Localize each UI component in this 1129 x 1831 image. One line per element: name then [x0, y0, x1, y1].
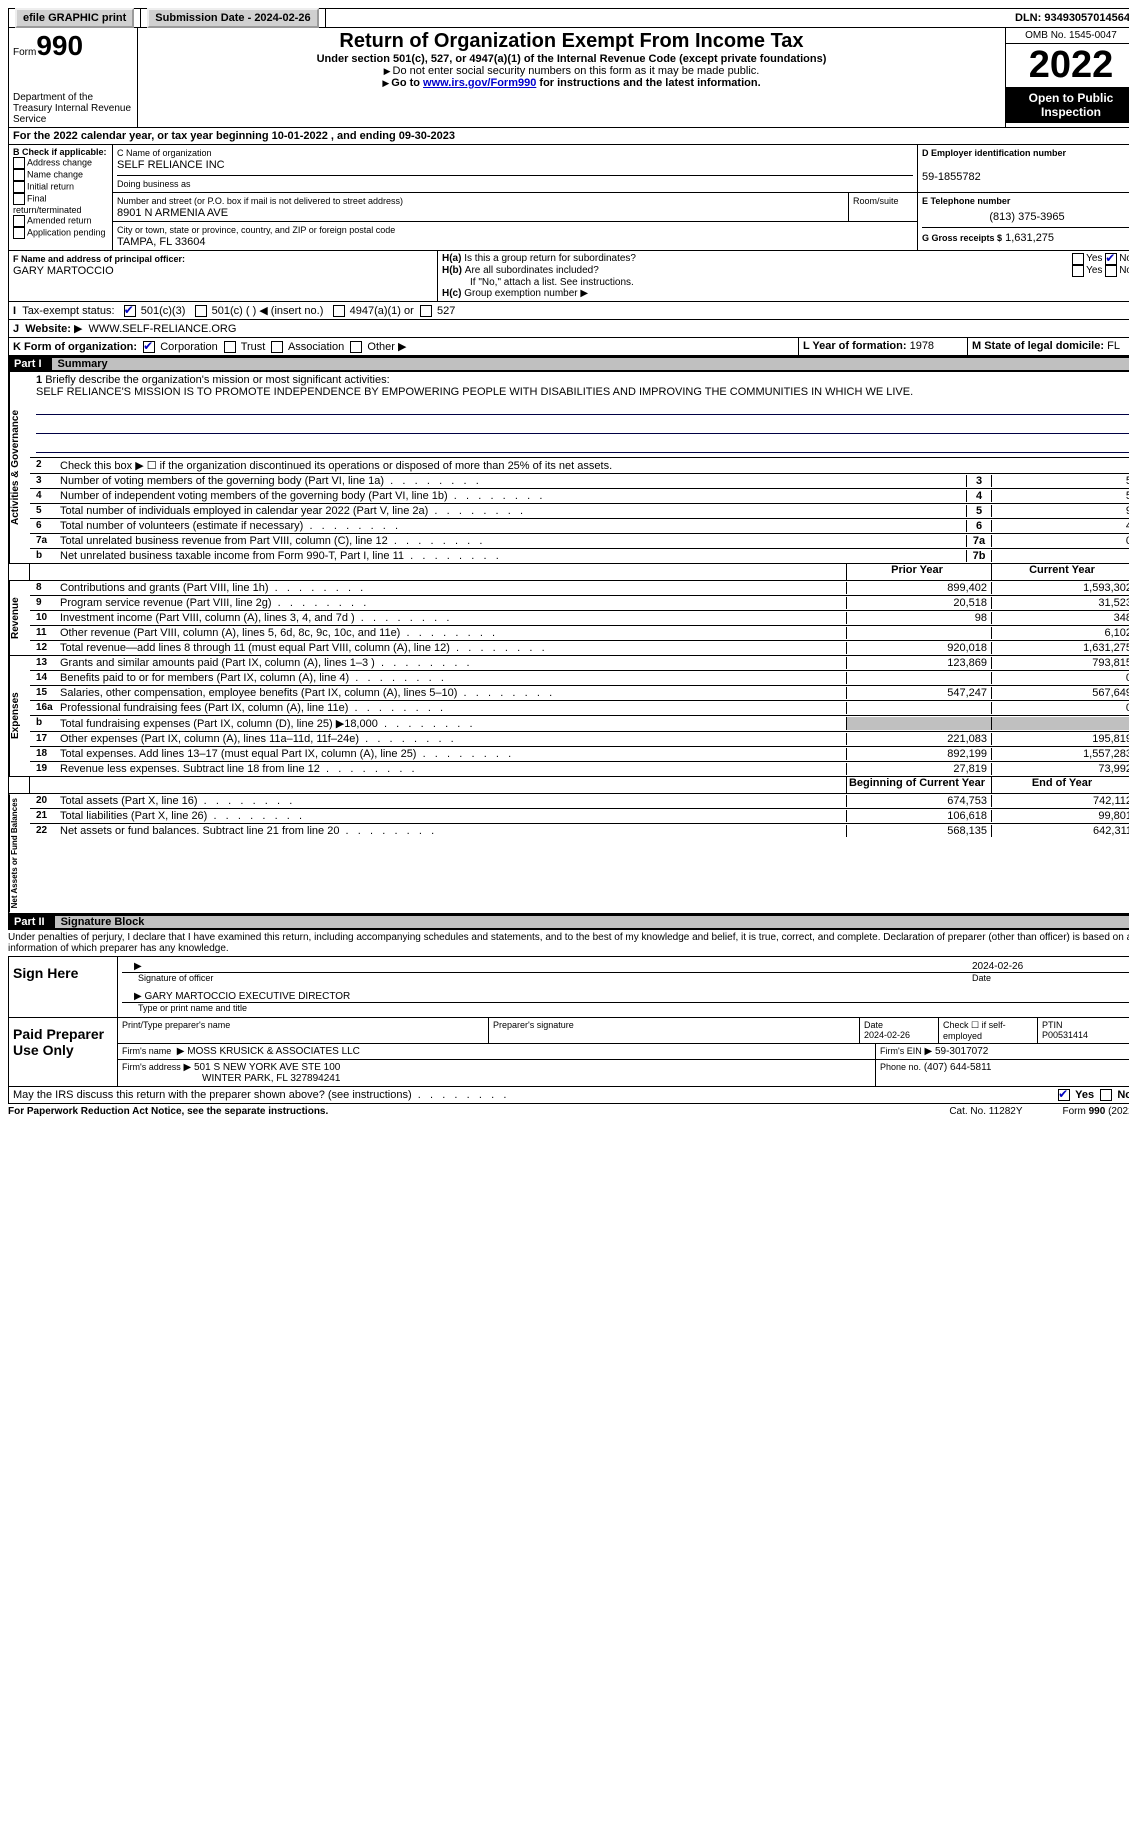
dept-label: Department of the Treasury Internal Reve… — [13, 92, 133, 125]
line2: Check this box ▶ ☐ if the organization d… — [60, 459, 1129, 472]
firm-ein: 59-3017072 — [935, 1046, 988, 1057]
col-prior-year: Prior Year — [846, 564, 991, 580]
prep-date: 2024-02-26 — [864, 1030, 910, 1040]
prep-sig-label: Preparer's signature — [489, 1018, 860, 1043]
street-label: Number and street (or P.O. box if mail i… — [117, 196, 403, 206]
note-ssn: Do not enter social security numbers on … — [142, 65, 1001, 77]
period-row: For the 2022 calendar year, or tax year … — [8, 128, 1129, 145]
f-officer-label: F Name and address of principal officer: — [13, 254, 185, 264]
vlabel-netassets: Net Assets or Fund Balances — [9, 794, 30, 912]
firm-addr1: 501 S NEW YORK AVE STE 100 — [194, 1062, 340, 1073]
year-formation: 1978 — [910, 340, 934, 352]
part1-header: Part I Summary — [8, 356, 1129, 372]
ptin-value: P00531414 — [1042, 1030, 1088, 1040]
top-bar: efile GRAPHIC print Submission Date - 20… — [8, 8, 1129, 28]
efile-label: efile GRAPHIC print — [9, 9, 141, 27]
discuss-row: May the IRS discuss this return with the… — [8, 1087, 1129, 1104]
page-footer: For Paperwork Reduction Act Notice, see … — [8, 1104, 1129, 1117]
ein-value: 59-1855782 — [922, 171, 981, 183]
footer-left: For Paperwork Reduction Act Notice, see … — [8, 1106, 328, 1117]
vlabel-expenses: Expenses — [9, 656, 30, 776]
period-a: For the 2022 calendar year, or tax year … — [9, 128, 1129, 144]
omb-number: OMB No. 1545-0047 — [1006, 28, 1129, 44]
box-j: J Website: ▶ WWW.SELF-RELIANCE.ORG — [8, 320, 1129, 338]
org-name: SELF RELIANCE INC — [117, 159, 225, 171]
prep-name-label: Print/Type preparer's name — [118, 1018, 489, 1043]
mission-label: Briefly describe the organization's miss… — [45, 374, 389, 386]
mission-text: SELF RELIANCE'S MISSION IS TO PROMOTE IN… — [36, 386, 1129, 398]
street-value: 8901 N ARMENIA AVE — [117, 207, 228, 219]
city-label: City or town, state or province, country… — [117, 225, 395, 235]
g-gross-label: G Gross receipts $ — [922, 233, 1002, 243]
state-domicile: FL — [1107, 340, 1120, 352]
firm-addr2: WINTER PARK, FL 327894241 — [122, 1073, 340, 1084]
sig-officer-label: Signature of officer — [122, 973, 972, 983]
footer-cat: Cat. No. 11282Y — [949, 1106, 1022, 1117]
sign-here-label: Sign Here — [9, 957, 118, 1017]
part2-header: Part II Signature Block — [8, 914, 1129, 930]
fh-row: F Name and address of principal officer:… — [8, 251, 1129, 302]
form-header: Form990 Department of the Treasury Inter… — [8, 28, 1129, 128]
tax-year: 2022 — [1006, 44, 1129, 87]
col-current-year: Current Year — [991, 564, 1129, 580]
col-begin-year: Beginning of Current Year — [846, 777, 991, 793]
discuss-question: May the IRS discuss this return with the… — [13, 1089, 1058, 1101]
box-b: B Check if applicable: Address change Na… — [9, 145, 113, 250]
dln-label: DLN: 93493057014564 — [1009, 9, 1129, 27]
form-title: Return of Organization Exempt From Incom… — [142, 30, 1001, 53]
sig-date: 2024-02-26 — [972, 961, 1129, 973]
website-url: WWW.SELF-RELIANCE.ORG — [89, 323, 237, 335]
submission-date: Submission Date - 2024-02-26 — [141, 9, 325, 27]
box-h: H(a) Is this a group return for subordin… — [438, 251, 1129, 301]
vlabel-governance: Activities & Governance — [9, 372, 30, 563]
irs-link[interactable]: www.irs.gov/Form990 — [423, 77, 536, 89]
dba-label: Doing business as — [117, 179, 191, 189]
room-label: Room/suite — [853, 196, 899, 206]
bc-row: B Check if applicable: Address change Na… — [8, 145, 1129, 251]
phone-value: (813) 375-3965 — [922, 207, 1129, 227]
col-end-year: End of Year — [991, 777, 1129, 793]
sig-name-label: Type or print name and title — [122, 1003, 1129, 1013]
officer-name: GARY MARTOCCIO — [13, 265, 114, 277]
firm-name: MOSS KRUSICK & ASSOCIATES LLC — [187, 1046, 360, 1057]
form-number: Form990 — [13, 30, 133, 62]
open-inspection: Open to Public Inspection — [1006, 87, 1129, 123]
paid-preparer-label: Paid Preparer Use Only — [9, 1018, 118, 1086]
sig-name: GARY MARTOCCIO EXECUTIVE DIRECTOR — [144, 991, 350, 1002]
c-name-label: C Name of organization — [117, 148, 212, 158]
prep-self-employed: Check ☐ if self-employed — [939, 1018, 1038, 1043]
part1-body: Activities & Governance 1 Briefly descri… — [8, 372, 1129, 913]
declaration: Under penalties of perjury, I declare th… — [8, 930, 1129, 956]
klm-row: K Form of organization: Corporation Trus… — [8, 338, 1129, 356]
footer-right: Form 990 (2022) — [1063, 1106, 1129, 1117]
city-value: TAMPA, FL 33604 — [117, 236, 205, 248]
e-phone-label: E Telephone number — [922, 196, 1010, 206]
box-i: I Tax-exempt status: 501(c)(3) 501(c) ( … — [8, 302, 1129, 320]
sign-here-block: Sign Here ▶ 2024-02-26 Signature of offi… — [8, 956, 1129, 1087]
note-link: Go to www.irs.gov/Form990 for instructio… — [142, 77, 1001, 89]
gross-receipts: 1,631,275 — [1005, 232, 1054, 244]
firm-phone: (407) 644-5811 — [924, 1062, 992, 1073]
d-ein-label: D Employer identification number — [922, 148, 1066, 158]
form-subtitle: Under section 501(c), 527, or 4947(a)(1)… — [142, 53, 1001, 65]
vlabel-revenue: Revenue — [9, 581, 30, 655]
